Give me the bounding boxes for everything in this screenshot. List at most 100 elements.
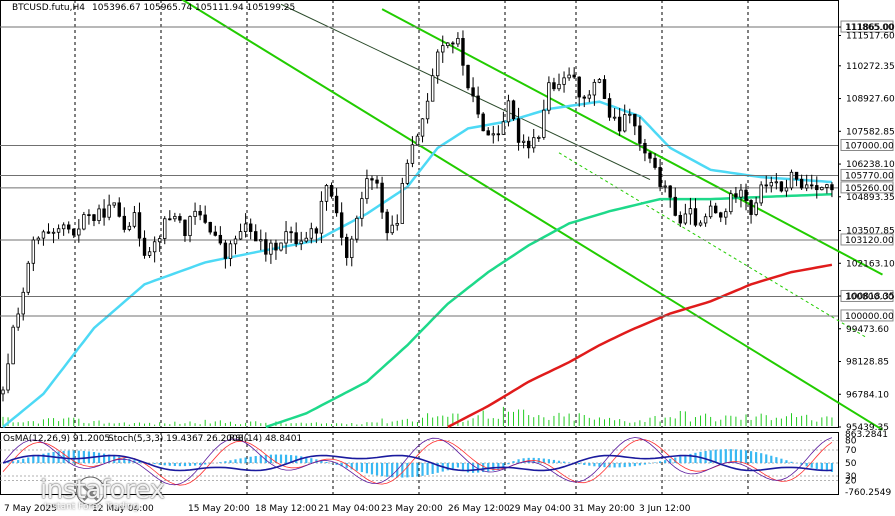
candle-body bbox=[673, 196, 677, 216]
sub-level-label: 70 bbox=[845, 446, 857, 456]
candle-body bbox=[173, 216, 177, 220]
candle-body bbox=[137, 212, 142, 239]
candle-body bbox=[425, 100, 430, 120]
level-label: 111865.00 bbox=[845, 23, 894, 33]
candle-body bbox=[810, 184, 814, 187]
candle-body bbox=[147, 251, 152, 256]
candle-body bbox=[82, 214, 86, 230]
candle-body bbox=[658, 167, 662, 187]
candle-body bbox=[648, 152, 652, 159]
candle-body bbox=[360, 198, 364, 219]
candle-body bbox=[769, 182, 773, 187]
candle-body bbox=[683, 213, 688, 224]
candle-body bbox=[799, 178, 804, 189]
candle-body bbox=[380, 182, 384, 213]
y-tick-label: 98128.85 bbox=[846, 358, 889, 368]
candle-body bbox=[218, 234, 223, 244]
candle-body bbox=[228, 243, 233, 259]
candle-body bbox=[759, 184, 763, 204]
y-tick-label: 99473.60 bbox=[846, 325, 889, 335]
candle-body bbox=[46, 231, 51, 234]
candle-body bbox=[713, 205, 718, 214]
candle-body bbox=[577, 76, 581, 98]
level-label: 103120.00 bbox=[845, 236, 894, 246]
ema-slow-line bbox=[447, 263, 833, 429]
candle-body bbox=[198, 210, 202, 216]
y-tick-label: 102163.10 bbox=[846, 259, 895, 269]
candle-body bbox=[612, 116, 617, 119]
y-tick-label: 96784.10 bbox=[846, 390, 889, 400]
candle-body bbox=[269, 242, 273, 255]
candle-body bbox=[481, 113, 485, 132]
candle-body bbox=[299, 240, 303, 245]
candle-body bbox=[178, 216, 182, 221]
candle-body bbox=[77, 228, 81, 236]
x-tick-label: 3 Jun 12:00 bbox=[639, 504, 691, 514]
sub-level-label: 30 bbox=[845, 472, 857, 482]
candle-body bbox=[152, 241, 157, 253]
candle-body bbox=[304, 237, 308, 242]
candle-body bbox=[395, 223, 399, 226]
y-tick-label: 100818.35 bbox=[846, 292, 895, 302]
candle-body bbox=[183, 219, 187, 237]
candle-body bbox=[754, 202, 758, 215]
candle-body bbox=[370, 178, 374, 181]
candle-body bbox=[719, 212, 723, 218]
candle-body bbox=[562, 77, 566, 85]
candle-body bbox=[597, 79, 602, 83]
candle-body bbox=[688, 208, 693, 215]
candle-body bbox=[168, 218, 172, 221]
candle-body bbox=[163, 218, 167, 239]
candle-body bbox=[557, 83, 561, 90]
y-tick-label: 103507.85 bbox=[846, 227, 895, 237]
candle-body bbox=[112, 202, 116, 206]
candle-body bbox=[698, 222, 703, 226]
candle-body bbox=[441, 45, 445, 53]
candle-body bbox=[21, 291, 25, 315]
candle-body bbox=[501, 121, 506, 135]
candle-body bbox=[259, 239, 263, 242]
level-label: 105770.00 bbox=[845, 171, 894, 181]
candle-body bbox=[461, 38, 465, 66]
candle-body bbox=[749, 200, 753, 215]
candle-body bbox=[532, 137, 536, 149]
candle-body bbox=[400, 182, 405, 224]
x-tick-label: 15 May 20:00 bbox=[188, 504, 250, 514]
candle-body bbox=[521, 140, 526, 143]
candle-body bbox=[552, 82, 556, 90]
candle-body bbox=[324, 185, 329, 202]
candle-body bbox=[31, 239, 36, 264]
rsi-header: RSI(14) 48.8401 bbox=[229, 434, 302, 444]
candle-body bbox=[117, 202, 121, 217]
candle-body bbox=[41, 231, 46, 239]
candle-body bbox=[350, 238, 354, 258]
candle-body bbox=[319, 200, 324, 234]
candle-body bbox=[547, 82, 551, 111]
y-tick-label: 108927.60 bbox=[846, 95, 895, 105]
instaforex-logo-icon bbox=[76, 476, 105, 506]
candle-body bbox=[274, 242, 278, 251]
candle-body bbox=[804, 184, 809, 189]
candle-body bbox=[794, 171, 799, 180]
candle-body bbox=[572, 74, 576, 78]
candle-body bbox=[420, 118, 425, 137]
candle-body bbox=[708, 205, 713, 218]
candle-body bbox=[36, 237, 41, 241]
x-tick-label: 29 May 04:00 bbox=[509, 504, 571, 514]
candle-body bbox=[607, 98, 612, 118]
sub-level-label: 20 bbox=[845, 476, 857, 486]
level-label-box bbox=[840, 138, 894, 151]
candle-body bbox=[516, 118, 521, 143]
candle-body bbox=[385, 211, 389, 234]
chart-header-symbol: BTCUSD.futu,H4 bbox=[12, 3, 85, 13]
candle-body bbox=[729, 193, 733, 213]
candle-body bbox=[223, 242, 228, 259]
candle-body bbox=[329, 185, 334, 197]
candle-body bbox=[51, 231, 56, 234]
x-tick-label: 7 May 2025 bbox=[4, 504, 57, 514]
x-tick-label: 21 May 04:00 bbox=[318, 504, 380, 514]
candle-body bbox=[628, 113, 632, 116]
level-label: 100800.00 bbox=[845, 292, 894, 302]
level-label: 107000.00 bbox=[845, 141, 894, 151]
candle-body bbox=[471, 87, 475, 97]
